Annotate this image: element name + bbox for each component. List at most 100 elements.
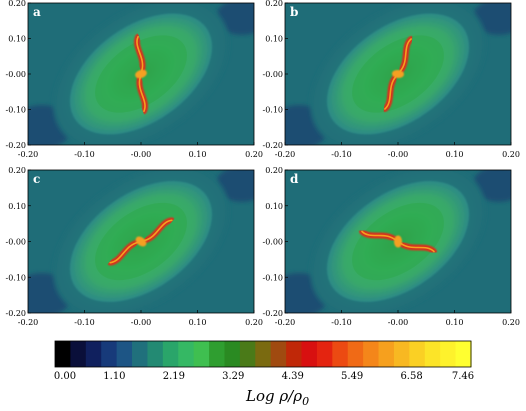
y-tick-label: -0.10 (262, 106, 283, 115)
colorbar-swatch (193, 341, 210, 367)
colorbar-swatch (85, 341, 102, 367)
colorbar-swatch (55, 341, 72, 367)
colorbar-swatch (70, 341, 87, 367)
spiral-arms (134, 33, 148, 115)
panel-label: a (33, 5, 41, 19)
y-tick-label: -0.00 (262, 70, 283, 79)
colorbar-swatch (455, 341, 472, 367)
colorbar: 0.00 1.10 2.19 3.29 4.39 5.49 6.58 7.46 Log ρ/ρ… (54, 340, 474, 408)
colorbar-swatch (409, 341, 426, 367)
x-tick-label: -0.00 (131, 150, 152, 159)
colorbar-swatch (270, 341, 287, 367)
colorbar-swatch (363, 341, 380, 367)
colorbar-swatch (224, 341, 241, 367)
colorbar-tick-label: 3.29 (222, 371, 244, 382)
colorbar-tick-label: 2.19 (163, 371, 185, 382)
x-tick-label: -0.20 (275, 318, 296, 327)
y-tick-label: 0.10 (8, 202, 26, 211)
spiral-arm-core (384, 76, 397, 110)
y-tick-label: 0.20 (265, 166, 283, 175)
y-tick-label: 0.20 (8, 0, 26, 8)
panel-label: d (290, 172, 299, 186)
x-tick-label: -0.20 (275, 150, 296, 159)
panel-d: d -0.20 -0.10 -0.00 0.10 0.20 0.20 0.10 -0.00 -0.… (262, 166, 520, 327)
x-tick-label: 0.20 (502, 318, 520, 327)
colorbar-frame (54, 340, 472, 368)
colorbar-swatch (147, 341, 164, 367)
core (135, 69, 147, 79)
colorbar-swatch (393, 341, 410, 367)
y-tick-label: -0.20 (262, 309, 283, 318)
y-tick-label: -0.20 (5, 309, 26, 318)
colorbar-tick-label: 5.49 (341, 371, 363, 382)
colorbar-label: Log ρ/ρ0 (245, 387, 309, 408)
y-tick-label: 0.10 (8, 35, 26, 44)
x-tick-label: 0.10 (189, 150, 207, 159)
spiral-arm-core (136, 35, 144, 72)
y-tick-label: 0.10 (265, 202, 283, 211)
x-tick-label: -0.00 (388, 150, 409, 159)
spiral-arm-core (109, 241, 139, 264)
y-tick-label: -0.00 (262, 238, 283, 247)
spiral-arms (107, 217, 175, 266)
colorbar-swatch (178, 341, 195, 367)
x-tick-label: -0.00 (388, 318, 409, 327)
panel-a: a -0.20 -0.10 -0.00 0.10 0.20 0.20 0.10 -0.00 -0.… (5, 0, 263, 159)
y-tick-label: -0.00 (5, 70, 26, 79)
colorbar-tick-label: 6.58 (400, 371, 422, 382)
colorbar-swatch (162, 341, 179, 367)
colorbar-tick-label: 1.10 (103, 371, 125, 382)
core (392, 69, 404, 79)
colorbar-swatch (209, 341, 226, 367)
y-tick-label: -0.20 (262, 141, 283, 150)
x-tick-label: -0.20 (18, 318, 39, 327)
colorbar-swatch (424, 341, 441, 367)
spiral-arm-core (400, 242, 435, 253)
x-tick-label: -0.10 (331, 318, 352, 327)
y-tick-label: -0.10 (262, 273, 283, 282)
x-tick-label: 0.10 (446, 150, 464, 159)
x-tick-label: 0.10 (189, 318, 207, 327)
colorbar-swatch (116, 341, 133, 367)
panel-b: b -0.20 -0.10 -0.00 0.10 0.20 0.20 0.10 -0.00 -0.… (262, 0, 520, 159)
x-tick-label: 0.20 (245, 150, 263, 159)
colorbar-swatch (132, 341, 149, 367)
y-tick-label: 0.20 (8, 166, 26, 175)
x-tick-label: 0.10 (446, 318, 464, 327)
colorbar-swatch (332, 341, 349, 367)
colorbar-tick-label: 7.46 (452, 371, 474, 382)
y-tick-label: -0.10 (5, 106, 26, 115)
core (394, 235, 402, 248)
colorbar-swatch (239, 341, 256, 367)
x-tick-label: 0.20 (245, 318, 263, 327)
spiral-arms (359, 228, 437, 255)
y-tick-label: -0.10 (5, 273, 26, 282)
x-tick-label: -0.20 (18, 150, 39, 159)
colorbar-tick-label: 0.00 (54, 371, 76, 382)
x-tick-label: 0.20 (502, 150, 520, 159)
colorbar-swatches (55, 341, 472, 367)
colorbar-swatch (286, 341, 303, 367)
y-tick-label: -0.20 (5, 141, 26, 150)
colorbar-swatch (101, 341, 118, 367)
x-tick-label: -0.00 (131, 318, 152, 327)
colorbar-swatch (301, 341, 318, 367)
panel-label: c (33, 172, 40, 186)
colorbar-swatch (316, 341, 333, 367)
y-tick-label: -0.00 (5, 238, 26, 247)
colorbar-swatch (347, 341, 364, 367)
x-tick-label: -0.10 (74, 150, 95, 159)
colorbar-tick-label: 4.39 (282, 371, 304, 382)
spiral-arm-core (138, 76, 146, 113)
colorbar-swatch (255, 341, 272, 367)
x-tick-label: -0.10 (74, 318, 95, 327)
colorbar-swatch (440, 341, 457, 367)
spiral-arm-core (361, 230, 396, 241)
core (135, 236, 147, 247)
panel-label: b (290, 5, 298, 19)
spiral-arm-core (143, 219, 173, 242)
y-tick-label: 0.10 (265, 35, 283, 44)
colorbar-swatch (378, 341, 395, 367)
spiral-arms (381, 36, 415, 112)
